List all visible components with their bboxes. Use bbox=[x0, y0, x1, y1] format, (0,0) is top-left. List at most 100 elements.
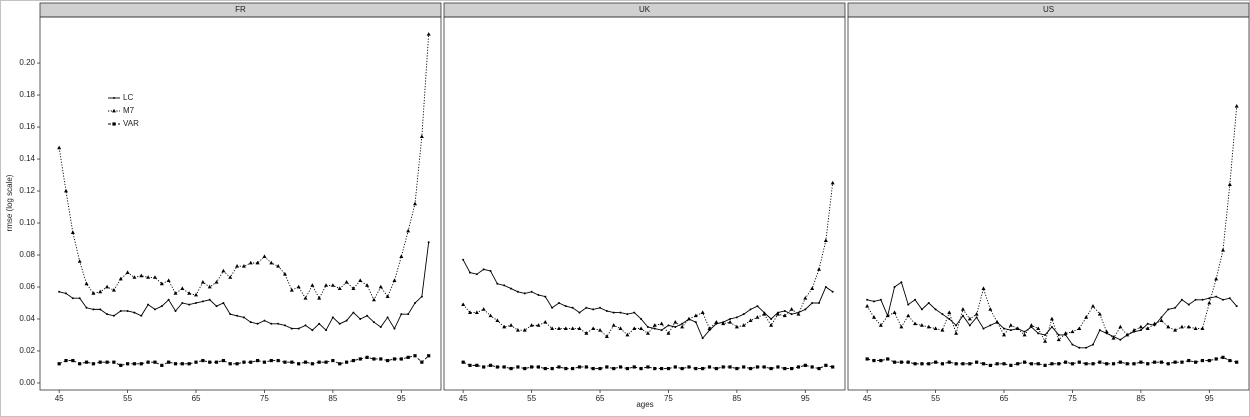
marker-square bbox=[701, 366, 705, 371]
marker-point bbox=[1119, 338, 1122, 341]
marker-point bbox=[215, 305, 218, 308]
marker-square bbox=[543, 366, 547, 371]
marker-square bbox=[557, 365, 561, 369]
marker-point bbox=[208, 298, 211, 301]
marker-point bbox=[1037, 332, 1040, 335]
marker-square bbox=[1132, 362, 1136, 366]
marker-point bbox=[1044, 333, 1047, 336]
marker-triangle bbox=[522, 327, 527, 332]
marker-triangle bbox=[1200, 326, 1205, 330]
marker-square bbox=[351, 358, 356, 363]
marker-square bbox=[803, 363, 807, 367]
marker-triangle bbox=[378, 284, 383, 289]
marker-triangle bbox=[1159, 318, 1164, 322]
marker-square bbox=[550, 366, 554, 371]
marker-triangle bbox=[645, 331, 650, 335]
marker-square bbox=[1200, 358, 1205, 363]
marker-triangle bbox=[468, 310, 473, 314]
marker-square bbox=[269, 358, 273, 363]
marker-triangle bbox=[112, 108, 116, 113]
marker-triangle bbox=[693, 313, 698, 318]
marker-square bbox=[475, 363, 479, 367]
marker-square bbox=[831, 365, 835, 369]
marker-triangle bbox=[159, 281, 164, 286]
marker-point bbox=[345, 319, 348, 322]
marker-triangle bbox=[1145, 326, 1150, 330]
series-line bbox=[58, 34, 430, 301]
marker-point bbox=[1050, 325, 1053, 328]
marker-triangle bbox=[200, 279, 205, 284]
marker-triangle bbox=[673, 319, 678, 324]
marker-triangle bbox=[1036, 326, 1041, 330]
marker-square bbox=[125, 362, 130, 366]
marker-square bbox=[995, 362, 999, 366]
marker-point bbox=[160, 305, 163, 308]
marker-square bbox=[112, 122, 116, 126]
marker-square bbox=[372, 357, 376, 361]
marker-triangle bbox=[543, 319, 548, 324]
marker-square bbox=[886, 357, 890, 361]
marker-point bbox=[510, 287, 513, 290]
marker-triangle bbox=[913, 321, 918, 326]
marker-triangle bbox=[118, 276, 123, 281]
marker-triangle bbox=[194, 292, 199, 297]
marker-square bbox=[153, 360, 157, 364]
marker-point bbox=[551, 306, 554, 309]
marker-square bbox=[173, 362, 178, 366]
marker-square bbox=[892, 360, 897, 364]
marker-point bbox=[372, 321, 375, 324]
marker-triangle bbox=[967, 316, 972, 321]
marker-point bbox=[571, 306, 574, 309]
marker-triangle bbox=[173, 291, 178, 295]
marker-square bbox=[228, 362, 232, 366]
marker-point bbox=[106, 313, 109, 316]
marker-square bbox=[160, 363, 164, 367]
marker-triangle bbox=[111, 287, 116, 292]
marker-triangle bbox=[995, 319, 1000, 324]
marker-triangle bbox=[865, 303, 870, 308]
marker-square bbox=[1064, 360, 1068, 364]
marker-point bbox=[58, 290, 61, 293]
marker-triangle bbox=[207, 284, 212, 289]
marker-point bbox=[585, 306, 588, 309]
marker-triangle bbox=[1207, 300, 1212, 305]
marker-square bbox=[1098, 360, 1102, 364]
marker-point bbox=[1146, 322, 1149, 325]
marker-square bbox=[64, 358, 68, 363]
marker-point bbox=[1194, 298, 1197, 301]
marker-point bbox=[112, 314, 115, 317]
marker-point bbox=[599, 306, 602, 309]
marker-triangle bbox=[1132, 327, 1137, 332]
marker-point bbox=[824, 285, 827, 288]
panel-frame bbox=[39, 16, 442, 391]
marker-triangle bbox=[495, 318, 500, 322]
marker-point bbox=[934, 308, 937, 311]
marker-square bbox=[194, 360, 198, 364]
marker-triangle bbox=[337, 286, 342, 290]
marker-square bbox=[975, 360, 979, 364]
marker-square bbox=[598, 366, 602, 371]
marker-square bbox=[386, 358, 390, 363]
marker-point bbox=[1228, 297, 1231, 300]
marker-point bbox=[92, 308, 95, 311]
marker-triangle bbox=[426, 32, 431, 36]
marker-triangle bbox=[830, 180, 835, 185]
marker-point bbox=[427, 241, 430, 244]
marker-square bbox=[132, 362, 137, 366]
marker-square bbox=[735, 366, 739, 371]
x-tick-label: 95 bbox=[801, 394, 810, 403]
panel-title: US bbox=[1043, 5, 1054, 14]
marker-square bbox=[1187, 358, 1191, 363]
marker-square bbox=[78, 362, 82, 366]
marker-triangle bbox=[598, 327, 603, 332]
marker-triangle bbox=[248, 260, 253, 265]
marker-square bbox=[1125, 362, 1129, 366]
marker-triangle bbox=[84, 281, 89, 286]
marker-square bbox=[262, 360, 267, 364]
marker-point bbox=[920, 308, 923, 311]
marker-triangle bbox=[789, 307, 794, 311]
marker-square bbox=[1084, 362, 1088, 366]
marker-triangle bbox=[748, 318, 753, 322]
marker-square bbox=[1221, 355, 1225, 359]
